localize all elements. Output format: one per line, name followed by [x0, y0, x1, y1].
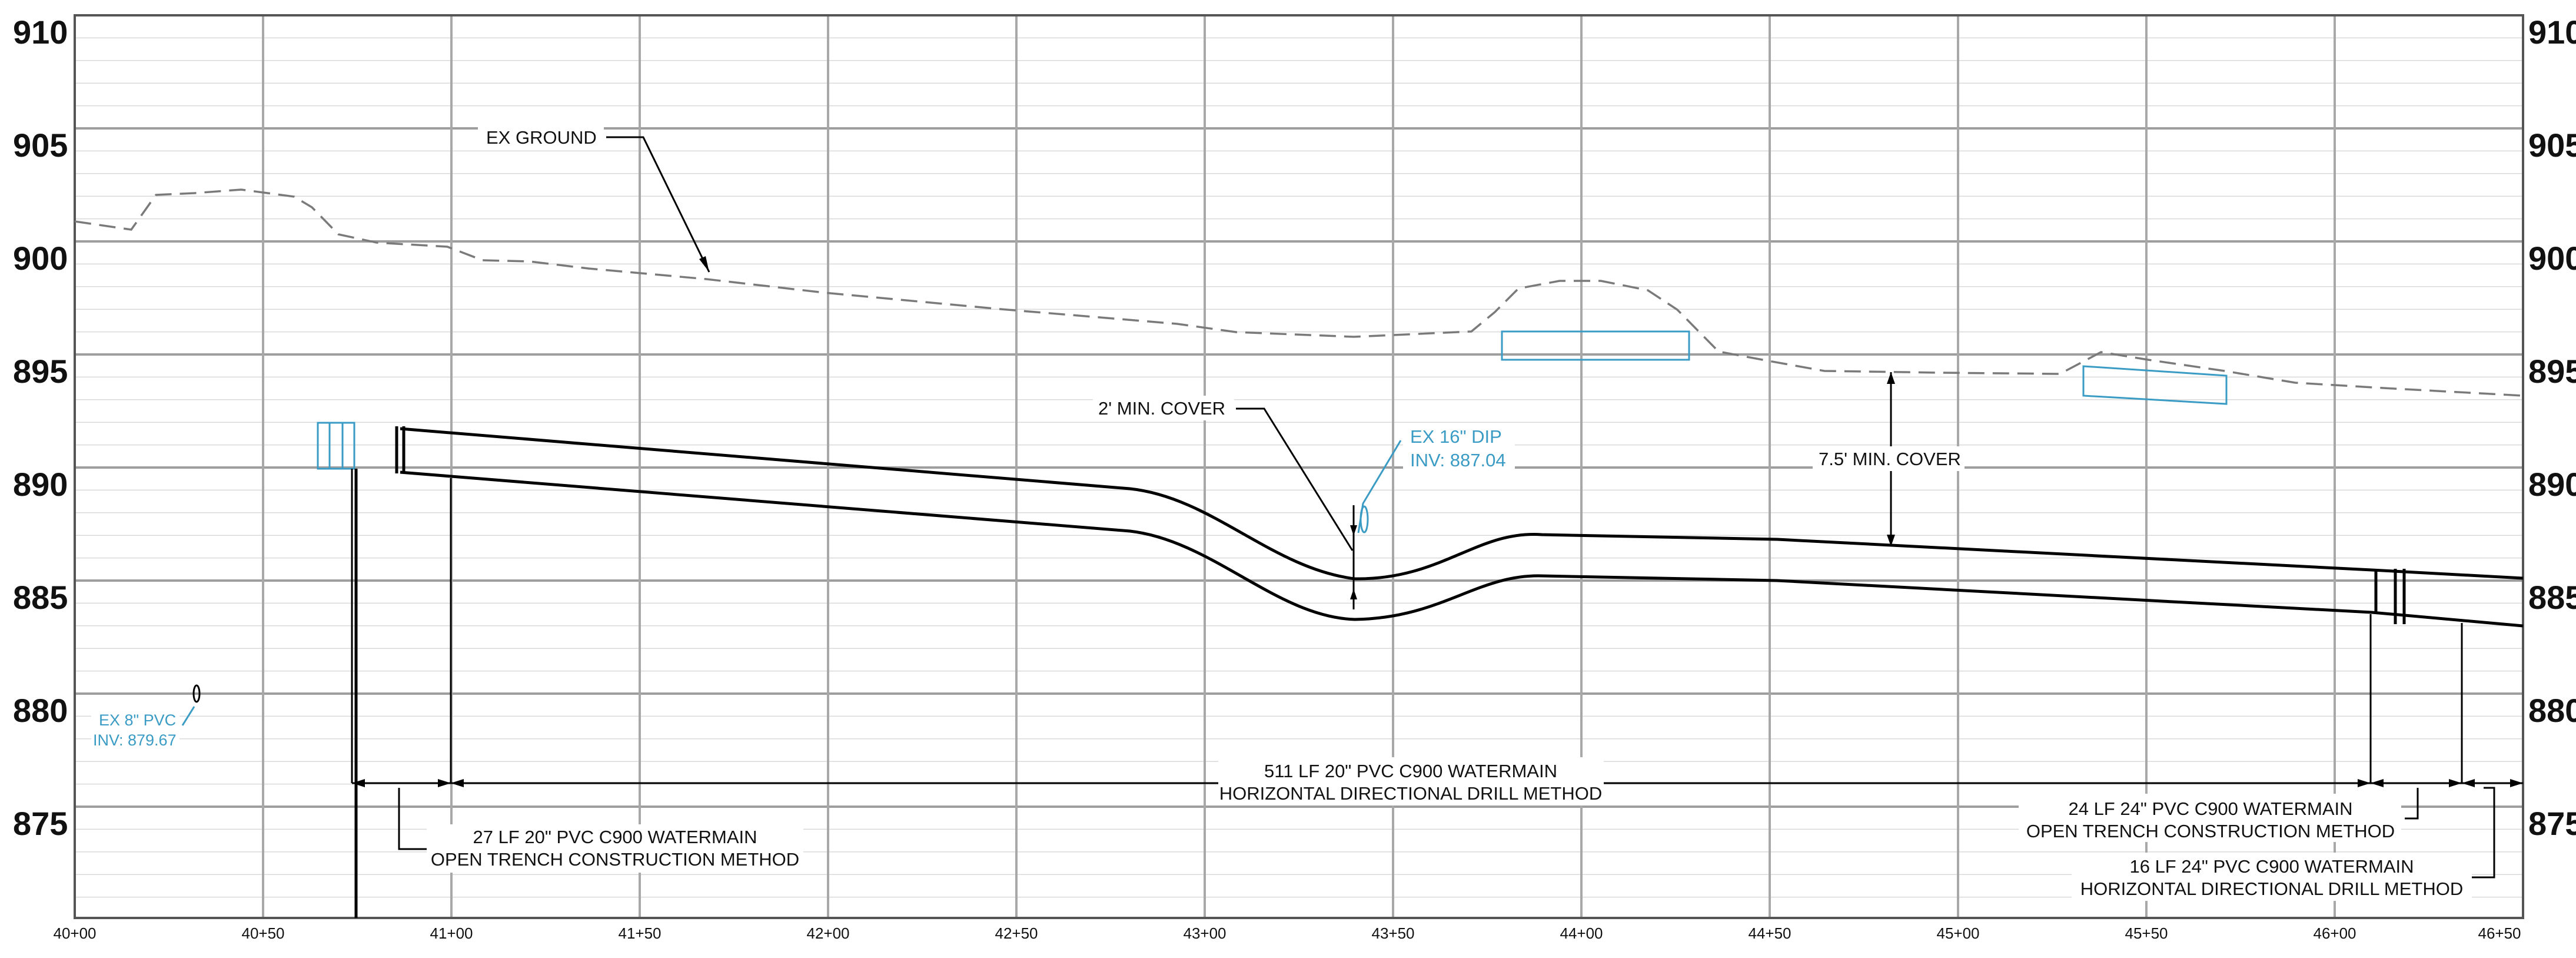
min-cover-7-label: 7.5' MIN. COVER — [1819, 449, 1961, 469]
open-27-label: 27 LF 20" PVC C900 WATERMAIN — [473, 827, 757, 847]
station-label: 42+50 — [995, 924, 1038, 942]
elevation-label: 880 — [2528, 692, 2576, 729]
elevation-label: 900 — [2528, 240, 2576, 277]
open-27-method-label: OPEN TRENCH CONSTRUCTION METHOD — [431, 849, 799, 870]
station-axis: 40+00 40+50 41+00 41+50 42+00 42+50 43+0… — [53, 924, 2521, 942]
ex-dip-label: EX 16" DIP — [1410, 426, 1502, 447]
elevation-label: 890 — [2528, 466, 2576, 503]
hdd-16-label: 16 LF 24" PVC C900 WATERMAIN — [2129, 856, 2414, 877]
ex-dip-symbol — [1360, 505, 1369, 533]
open-24-label: 24 LF 24" PVC C900 WATERMAIN — [2068, 798, 2352, 819]
elevation-label: 910 — [2528, 14, 2576, 51]
existing-utility-box — [1501, 330, 1690, 361]
ex-dip-leader — [1357, 440, 1402, 533]
station-label: 46+50 — [2478, 924, 2521, 942]
ex-dip-inv-label: INV: 887.04 — [1410, 450, 1506, 470]
station-label: 41+00 — [430, 924, 473, 942]
station-label: 41+50 — [618, 924, 661, 942]
station-label: 40+00 — [53, 924, 96, 942]
ex-pvc-inv-label: INV: 879.67 — [93, 731, 177, 749]
elevation-label: 905 — [13, 127, 68, 164]
elevation-label: 875 — [13, 805, 68, 842]
hdd-511-label: 511 LF 20" PVC C900 WATERMAIN — [1264, 761, 1557, 781]
pipe-bottom-line — [400, 470, 2524, 628]
station-label: 42+00 — [806, 924, 849, 942]
segment-leader — [2405, 788, 2419, 820]
elevation-label: 885 — [13, 579, 68, 616]
pipe-top-line — [400, 427, 2524, 581]
ex-pvc-symbol — [192, 684, 201, 703]
elevation-label: 875 — [2528, 805, 2576, 842]
ex-pvc-leader — [181, 706, 195, 726]
station-label: 43+50 — [1371, 924, 1414, 942]
elevation-axis-left: 910 905 900 895 890 885 880 875 — [13, 14, 68, 842]
ex-ground-label: EX GROUND — [486, 127, 597, 148]
min-cover-leader — [1236, 407, 1354, 551]
hdd-511-method-label: HORIZONTAL DIRECTIONAL DRILL METHOD — [1219, 783, 1603, 804]
existing-utility-box — [2082, 365, 2228, 405]
elevation-label: 895 — [13, 353, 68, 390]
ex-ground-leader — [606, 136, 710, 273]
pipe-fitting-right — [2374, 569, 2406, 624]
elevation-label: 885 — [2528, 579, 2576, 616]
existing-structure-left — [317, 422, 355, 470]
elevation-label: 880 — [13, 692, 68, 729]
station-label: 45+00 — [1936, 924, 1979, 942]
station-label: 45+50 — [2125, 924, 2168, 942]
segment-leader — [398, 788, 427, 850]
elevation-label: 890 — [13, 466, 68, 503]
station-label: 44+00 — [1560, 924, 1603, 942]
elevation-axis-right: 910 905 900 895 890 885 880 875 — [2528, 14, 2576, 842]
ex-pvc-label: EX 8" PVC — [99, 711, 176, 729]
hdd-16-method-label: HORIZONTAL DIRECTIONAL DRILL METHOD — [2080, 879, 2464, 899]
open-24-method-label: OPEN TRENCH CONSTRUCTION METHOD — [2026, 821, 2395, 841]
station-label: 43+00 — [1183, 924, 1226, 942]
station-label: 46+00 — [2313, 924, 2356, 942]
pipe-fitting-left — [395, 426, 405, 473]
segment-leader — [2472, 787, 2495, 879]
station-label: 40+50 — [241, 924, 284, 942]
elevation-label: 900 — [13, 240, 68, 277]
elevation-label: 905 — [2528, 127, 2576, 164]
elevation-label: 910 — [13, 14, 68, 51]
existing-ground-line — [74, 188, 2524, 397]
station-label: 44+50 — [1748, 924, 1791, 942]
min-cover-2-label: 2' MIN. COVER — [1098, 398, 1225, 419]
plot-border — [74, 14, 2524, 919]
elevation-label: 895 — [2528, 353, 2576, 390]
